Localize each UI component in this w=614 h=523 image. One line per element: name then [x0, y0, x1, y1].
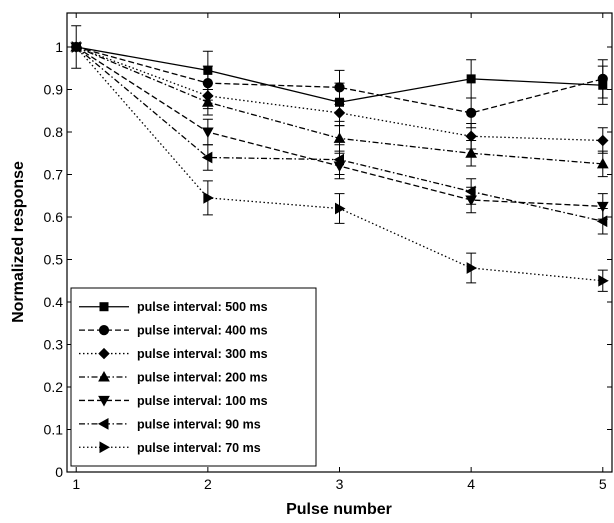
y-tick-label: 0.3 [44, 337, 64, 353]
legend-entry: pulse interval: 100 ms [79, 394, 268, 408]
y-axis: 0 0.1 0.2 0.3 0.4 0.5 0.6 0.7 0.8 0.9 1 [44, 39, 612, 480]
legend-entry: pulse interval: 500 ms [79, 300, 268, 314]
legend-marker [98, 347, 110, 360]
data-point [71, 41, 83, 53]
legend-marker [99, 302, 109, 312]
y-tick-label: 0.7 [44, 167, 64, 183]
data-point [202, 127, 214, 139]
data-point [596, 215, 608, 228]
data-point [202, 96, 214, 107]
legend-box [70, 287, 317, 467]
x-axis: 1 2 3 4 5 [72, 13, 607, 492]
legend-label: pulse interval: 400 ms [137, 324, 268, 338]
x-tick-label: 2 [204, 476, 212, 492]
legend-entry: pulse interval: 300 ms [79, 347, 268, 361]
data-point [201, 151, 213, 164]
legend-entry: pulse interval: 90 ms [79, 417, 261, 431]
data-point [596, 157, 609, 169]
x-tick-label: 4 [467, 476, 475, 492]
legend-entry: pulse interval: 200 ms [79, 371, 268, 385]
y-tick-label: 0.2 [44, 379, 64, 395]
data-point [335, 202, 346, 215]
data-point [466, 262, 478, 274]
y-tick-label: 0.4 [44, 294, 64, 310]
data-point [333, 107, 346, 119]
y-axis-title: Normalized response [10, 161, 27, 323]
x-tick-label: 3 [336, 476, 344, 492]
y-tick-label: 0.9 [44, 82, 64, 98]
legend-label: pulse interval: 70 ms [137, 441, 261, 455]
data-point [465, 147, 477, 158]
data-point [597, 73, 608, 84]
data-point [465, 185, 476, 198]
legend-marker [98, 395, 110, 407]
legend-entry: pulse interval: 400 ms [79, 324, 268, 338]
legend-label: pulse interval: 500 ms [137, 300, 268, 314]
y-tick-label: 0 [55, 464, 63, 480]
data-point [334, 82, 345, 93]
legend-label: pulse interval: 90 ms [137, 417, 261, 431]
series-7 [71, 41, 609, 292]
legend-entry: pulse interval: 70 ms [79, 441, 261, 455]
legend-marker [99, 441, 111, 454]
legend-marker [98, 325, 110, 336]
y-tick-label: 0.1 [44, 422, 64, 438]
data-point [465, 130, 477, 142]
legend: pulse interval: 500 ms pulse interval: 40… [70, 287, 317, 467]
data-point [596, 201, 609, 213]
data-point [598, 274, 609, 287]
data-point [466, 74, 476, 84]
data-point [203, 192, 214, 204]
legend-label: pulse interval: 100 ms [137, 394, 268, 408]
legend-label: pulse interval: 200 ms [137, 371, 268, 385]
data-point [333, 132, 346, 143]
legend-marker [97, 418, 109, 430]
x-axis-title: Pulse number [286, 501, 392, 518]
y-tick-label: 0.6 [44, 209, 64, 225]
x-tick-label: 1 [72, 476, 80, 492]
series-6 [70, 41, 608, 235]
y-tick-label: 1 [55, 39, 63, 55]
y-tick-label: 0.5 [44, 252, 64, 268]
data-point [597, 134, 609, 147]
series-line [76, 46, 603, 114]
data-point [333, 153, 344, 166]
data-point [466, 107, 477, 118]
series-layer [70, 25, 609, 292]
legend-label: pulse interval: 300 ms [137, 347, 268, 361]
x-tick-label: 5 [599, 476, 607, 492]
y-tick-label: 0.8 [44, 124, 64, 140]
legend-marker [98, 370, 110, 382]
